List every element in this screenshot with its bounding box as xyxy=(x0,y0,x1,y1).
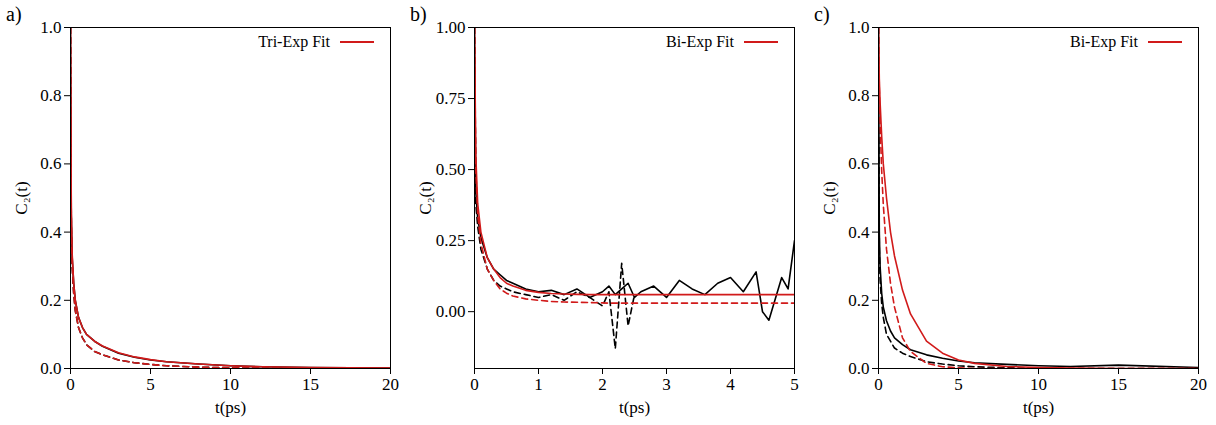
svg-text:10: 10 xyxy=(222,375,239,394)
svg-text:3: 3 xyxy=(662,375,671,394)
svg-text:0.4: 0.4 xyxy=(848,223,870,242)
svg-text:0.6: 0.6 xyxy=(40,154,61,173)
svg-text:0.75: 0.75 xyxy=(436,89,466,108)
html-text:Bi-Exp Fit: Bi-Exp Fit xyxy=(666,33,734,50)
svg-text:4: 4 xyxy=(726,375,735,394)
svg-text:1.0: 1.0 xyxy=(848,18,869,37)
svg-text:0.0: 0.0 xyxy=(40,359,61,378)
svg-text:C₂(t): C₂(t) xyxy=(12,181,31,214)
svg-text:t(ps): t(ps) xyxy=(215,398,246,417)
svg-text:0.2: 0.2 xyxy=(848,291,869,310)
svg-text:20: 20 xyxy=(382,375,399,394)
svg-text:C₂(t): C₂(t) xyxy=(416,181,435,214)
svg-text:0.0: 0.0 xyxy=(848,359,869,378)
svg-text:0.6: 0.6 xyxy=(848,154,869,173)
svg-text:0: 0 xyxy=(874,375,883,394)
html-text:b): b) xyxy=(410,3,427,25)
html-text:c): c) xyxy=(814,3,830,25)
svg-text:t(ps): t(ps) xyxy=(619,398,650,417)
svg-text:15: 15 xyxy=(302,375,319,394)
svg-text:0.8: 0.8 xyxy=(40,86,61,105)
svg-text:1.00: 1.00 xyxy=(436,18,466,37)
svg-text:5: 5 xyxy=(790,375,799,394)
svg-text:0: 0 xyxy=(66,375,75,394)
svg-text:0.4: 0.4 xyxy=(40,223,62,242)
svg-text:15: 15 xyxy=(1110,375,1127,394)
svg-text:2: 2 xyxy=(598,375,607,394)
svg-text:C₂(t): C₂(t) xyxy=(820,181,839,214)
svg-text:5: 5 xyxy=(954,375,963,394)
svg-text:t(ps): t(ps) xyxy=(1023,398,1054,417)
html-text:Tri-Exp Fit: Tri-Exp Fit xyxy=(258,33,330,50)
svg-text:20: 20 xyxy=(1190,375,1207,394)
svg-text:1: 1 xyxy=(534,375,543,394)
svg-text:0.00: 0.00 xyxy=(436,302,466,321)
html-text:Bi-Exp Fit: Bi-Exp Fit xyxy=(1070,33,1138,50)
svg-text:0.8: 0.8 xyxy=(848,86,869,105)
svg-text:1.0: 1.0 xyxy=(40,18,61,37)
svg-text:0.2: 0.2 xyxy=(40,291,61,310)
html-text:a): a) xyxy=(6,3,22,25)
svg-text:5: 5 xyxy=(146,375,155,394)
svg-text:0: 0 xyxy=(470,375,479,394)
svg-text:0.25: 0.25 xyxy=(436,231,466,250)
svg-text:10: 10 xyxy=(1030,375,1047,394)
svg-text:0.50: 0.50 xyxy=(436,160,466,179)
